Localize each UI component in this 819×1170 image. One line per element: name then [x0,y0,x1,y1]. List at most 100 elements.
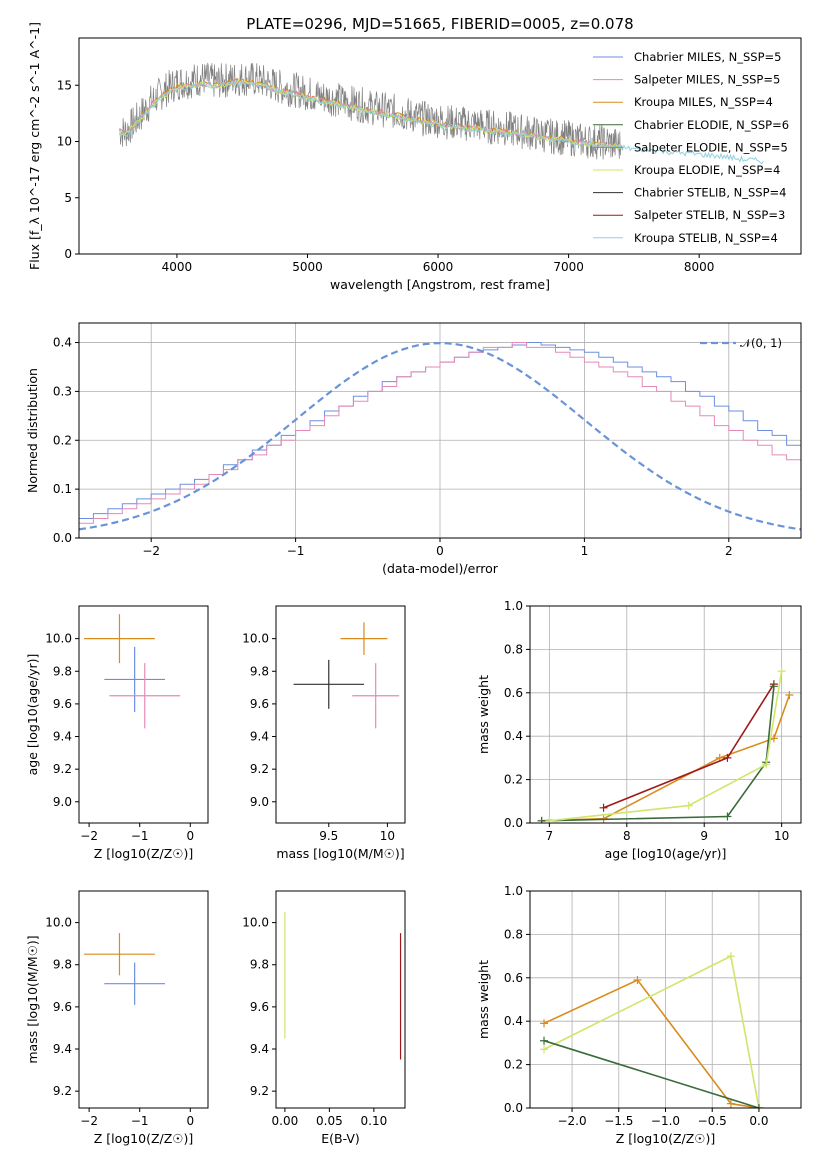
mass-weight-line [543,954,760,1108]
y-tick-label: 9.2 [250,762,269,776]
x-axis-label: Z [log10(Z/Z☉)] [94,1131,194,1146]
y-tick-label: 9.6 [53,1000,72,1014]
mass-weight-line [543,979,760,1108]
figure-title: PLATE=0296, MJD=51665, FIBERID=0005, z=0… [246,15,633,33]
legend-label: Salpeter ELODIE, N_SSP=5 [634,140,788,154]
mass-weight-line [603,683,775,809]
x-tick-label: 0.0 [749,1114,768,1128]
mass-weight-marker [540,1019,549,1028]
mass-weight-marker [769,682,778,691]
x-tick-label: 1 [581,544,589,558]
y-tick-label: 0.0 [504,816,523,830]
x-tick-label: −1 [131,829,149,843]
x-tick-label: −2 [80,829,98,843]
y-axis-label: Flux [f_λ 10^-17 erg cm^-2 s^-1 A^-1] [27,22,42,270]
observed-spectrum-line [119,62,622,160]
x-tick-label: 5000 [292,260,323,274]
y-tick-label: 0.1 [53,482,72,496]
y-tick-label: 9.6 [53,697,72,711]
x-tick-label: −2 [142,544,160,558]
x-tick-label: 0 [186,1114,194,1128]
y-axis-label: age [log10(age/yr)] [25,654,40,776]
legend-label: Salpeter MILES, N_SSP=5 [634,73,780,87]
mass-weight-vs-metallicity-panel: −2.0 −1.5 −1.0 −0.5 0.0 0.0 0.2 0.4 0.6 0.8 1.0 Z [… [476,884,802,1146]
y-tick-label: 9.6 [250,1000,269,1014]
y-tick-label: 9.2 [53,1084,72,1098]
plot-area [530,606,801,823]
x-tick-label: −0.5 [698,1114,727,1128]
y-axis-label: Normed distribution [25,368,40,493]
mass-weight-marker [633,975,642,984]
model-spectrum-line [119,78,623,152]
y-tick-label: 0.2 [504,1058,523,1072]
y-tick-label: 9.0 [250,795,269,809]
y-tick-label: 9.4 [250,730,269,744]
axes-frame [78,37,802,255]
y-tick-label: 0.0 [53,531,72,545]
mass-weight-marker [762,760,771,769]
legend-label: Chabrier ELODIE, N_SSP=6 [634,118,789,132]
legend-label: Kroupa STELIB, N_SSP=4 [634,231,778,245]
y-tick-label: 10.0 [242,916,269,930]
mass-weight-marker [726,1099,735,1108]
x-axis-label: Z [log10(Z/Z☉)] [616,1131,716,1146]
mass-weight-marker [540,1036,549,1045]
mass-weight-line [541,694,791,822]
histogram-steps [79,342,801,524]
x-tick-label: −1 [131,1114,149,1128]
x-tick-label: 4000 [162,260,193,274]
age-vs-mass-panel: 9.5 10 9.0 9.2 9.4 9.6 9.8 10.0 mass [log10(M/M☉… [242,605,406,861]
legend-label: Kroupa ELODIE, N_SSP=4 [634,163,780,177]
residual-histogram-panel: −2 −1 0 1 2 0.0 0.1 0.2 0.3 0.4 (data-model)/error… [25,322,802,576]
y-tick-label: 0.4 [504,729,523,743]
mass-weight-marker [537,816,546,823]
plot-area [79,323,801,538]
plot-area [119,62,764,165]
x-tick-label: 8000 [684,260,715,274]
x-tick-label: −2.0 [557,1114,586,1128]
y-tick-label: 0.6 [504,971,523,985]
y-tick-label: 9.8 [53,664,72,678]
mass-weight-marker [723,812,732,821]
age-vs-metallicity-panel: −2 −1 0 9.0 9.2 9.4 9.6 9.8 10.0 Z [log10(Z/Z☉)] a… [25,605,209,861]
plot-area [293,622,400,729]
mass-weight-marker [726,952,735,961]
normal-curve [79,341,801,531]
plot-area [84,933,165,1005]
legend-label: 𝒩(0, 1) [740,336,782,350]
x-axis-label: age [log10(age/yr)] [605,846,727,861]
mass-weight-marker [785,690,794,699]
y-tick-label: 0.8 [504,642,523,656]
mass-weight-line [541,686,775,822]
x-axis-label: (data-model)/error [382,561,499,576]
mass-weight-marker [599,803,608,812]
x-tick-label: 2 [725,544,733,558]
y-tick-label: 1.0 [504,599,523,613]
y-tick-label: 9.8 [53,958,72,972]
axes-frame [78,890,209,1109]
mass-weight-line [549,670,783,822]
x-tick-label: 8 [623,829,631,843]
x-tick-label: 7 [546,829,554,843]
plot-area [84,614,181,729]
x-axis-label: mass [log10(M/M☉)] [276,846,404,861]
y-tick-label: 0.8 [504,927,523,941]
x-tick-label: 10 [380,829,395,843]
x-tick-label: 0 [436,544,444,558]
y-tick-label: 0.4 [504,1014,523,1028]
mass-weight-marker [545,816,554,823]
legend-label: Salpeter STELIB, N_SSP=3 [634,208,785,222]
y-tick-label: 0.6 [504,686,523,700]
y-tick-label: 9.4 [250,1042,269,1056]
y-axis-label: mass weight [476,675,491,754]
y-axis-label: mass weight [476,960,491,1039]
x-tick-label: 7000 [553,260,584,274]
axes-frame [529,605,802,824]
y-tick-label: 9.2 [250,1084,269,1098]
y-axis-label: mass [log10(M/M☉)] [25,935,40,1063]
y-tick-label: 0.3 [53,384,72,398]
plot-area [284,912,402,1060]
x-tick-label: 0.05 [316,1114,343,1128]
mass-weight-line [543,1039,760,1108]
